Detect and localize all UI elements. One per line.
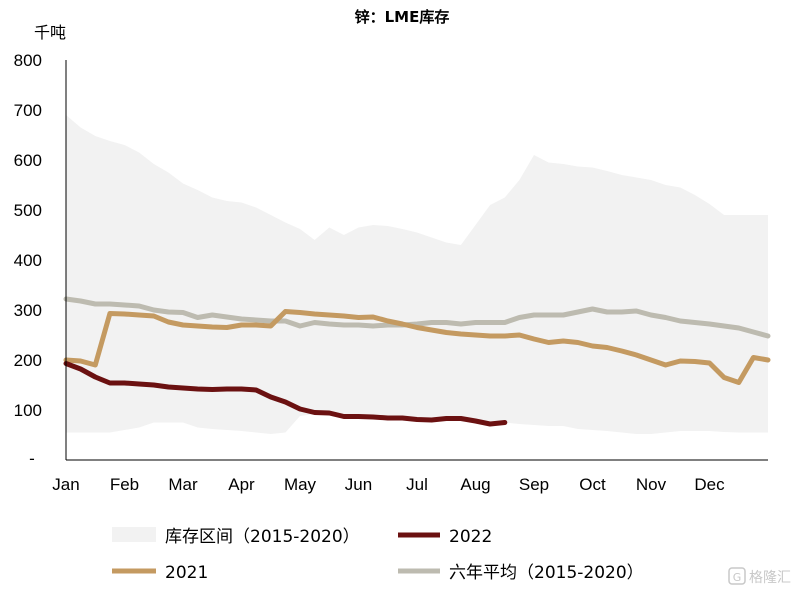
- legend: 库存区间（2015-2020） 2022 2021 六年平均（2015-2020…: [112, 527, 644, 583]
- y-tick-label-500: 500: [14, 201, 42, 220]
- series-line-2022: [63, 361, 508, 427]
- series-line-six-year-average: [63, 296, 771, 339]
- watermark-logo-glyph: G: [733, 571, 742, 584]
- x-tick-label-apr: Apr: [228, 475, 255, 494]
- x-tick-label-oct: Oct: [579, 475, 606, 494]
- y-tick-label-100: 100: [14, 401, 42, 420]
- y-tick-label-600: 600: [14, 151, 42, 170]
- x-tick-label-mar: Mar: [168, 475, 198, 494]
- x-tick-label-nov: Nov: [636, 475, 667, 494]
- watermark-logo-icon: [728, 567, 746, 585]
- watermark-text: 格隆汇: [749, 570, 791, 586]
- legend-label-six-year-average: 六年平均（2015-2020）: [449, 563, 644, 583]
- legend-label-range-band: 库存区间（2015-2020）: [165, 527, 360, 547]
- watermark: G 格隆汇: [728, 567, 791, 586]
- x-tick-label-aug: Aug: [460, 475, 490, 494]
- y-tick-label-300: 300: [14, 301, 42, 320]
- y-axis-unit-label: 千吨: [34, 23, 66, 42]
- series-line-2021: [63, 309, 771, 385]
- y-tick-label-zero: -: [29, 449, 35, 468]
- legend-swatch-range-band: [112, 527, 156, 542]
- x-tick-label-sep: Sep: [519, 475, 549, 494]
- y-tick-label-400: 400: [14, 251, 42, 270]
- x-tick-label-feb: Feb: [110, 475, 139, 494]
- x-tick-label-jun: Jun: [345, 475, 372, 494]
- x-tick-labels: Jan Feb Mar Apr May Jun Jul Aug Sep Oct Nov Dec: [52, 475, 725, 494]
- legend-label-2021: 2021: [165, 563, 208, 583]
- series-lines-layer: [63, 296, 771, 427]
- y-tick-label-700: 700: [14, 101, 42, 120]
- x-tick-label-jul: Jul: [406, 475, 428, 494]
- x-tick-label-jan: Jan: [52, 475, 79, 494]
- chart-title: 锌：LME库存: [355, 8, 450, 26]
- legend-label-2022: 2022: [449, 527, 492, 547]
- x-tick-label-may: May: [284, 475, 317, 494]
- y-tick-labels: 800 700 600 500 400 300 200 100 -: [14, 51, 42, 468]
- range-band-layer: [66, 115, 768, 434]
- y-tick-label-800: 800: [14, 51, 42, 70]
- y-tick-label-200: 200: [14, 351, 42, 370]
- range-band-area: [66, 115, 768, 434]
- x-tick-label-dec: Dec: [694, 475, 725, 494]
